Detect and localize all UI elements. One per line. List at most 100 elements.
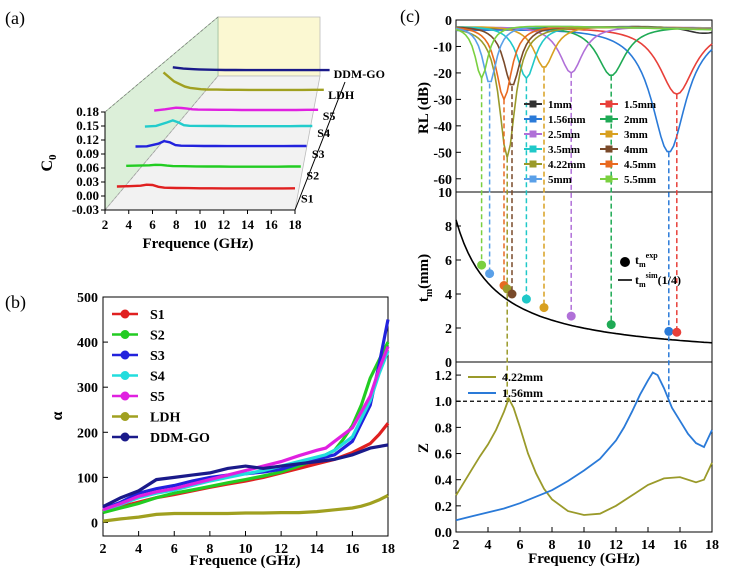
c-rl-y-tick-label: -10	[433, 40, 452, 55]
b-x-tick-label: 12	[274, 542, 288, 557]
a-x-tick-label: 8	[173, 217, 180, 232]
c-rl-y-label: RL (dB)	[416, 82, 432, 134]
c-legend-marker	[605, 160, 613, 168]
a-series-line-s2	[126, 163, 301, 168]
b-series-line-ddm-go	[102, 443, 389, 509]
c-rl-y-tick-label: -40	[433, 120, 452, 135]
c-x-tick-label: 4	[485, 538, 492, 553]
c-tm-legend-suffix: (1/4)	[658, 273, 681, 287]
c-tm-point	[507, 289, 517, 299]
c-legend-label: 3mm	[624, 129, 648, 141]
b-series-line-ldh	[102, 493, 389, 523]
c-legend-label: 3.5mm	[548, 144, 580, 156]
a-y-tick-label: 0.15	[76, 118, 99, 133]
a-depth-label-s2: S2	[306, 169, 319, 183]
3d-back-wall	[217, 16, 321, 77]
a-x-label: Frequence (GHz)	[143, 236, 254, 252]
a-depth-label-s3: S3	[312, 147, 325, 161]
a-y-tick-label: 0.18	[76, 104, 99, 119]
panel-c: (c) 0-10-20-30-40-50-6002468100.00.20.40…	[400, 6, 719, 567]
b-legend-label-s3: S3	[150, 349, 165, 364]
c-tm-legend-sup: sim	[646, 271, 658, 280]
b-legend-label-s2: S2	[150, 329, 165, 344]
c-x-tick-label: 10	[577, 538, 591, 553]
c-z-group	[455, 371, 713, 522]
c-legend-marker	[529, 145, 537, 153]
b-legend-marker	[120, 432, 130, 442]
c-z-y-tick-label: 1.0	[435, 395, 453, 410]
c-legend-marker	[529, 130, 537, 138]
b-legend-label-s4: S4	[150, 370, 165, 385]
a-y-ticks: -0.030.000.030.060.090.120.150.18	[72, 104, 105, 217]
b-y-label: α	[49, 411, 66, 420]
b-legend-label-ddm-go: DDM-GO	[150, 431, 210, 446]
b-y-tick-label: 500	[77, 291, 98, 306]
c-z-y-label: Z	[416, 443, 432, 453]
c-rl-y-tick-label: -60	[433, 173, 452, 188]
b-x-tick-label: 8	[206, 542, 213, 557]
c-rl-line-5_5mm	[455, 25, 712, 81]
b-legend-marker	[120, 412, 130, 421]
c-z-y-tick-label: 0.2	[435, 500, 453, 515]
b-y-tick-label: 300	[77, 381, 98, 396]
c-tm-y-tick-label: 0	[445, 356, 452, 371]
c-tm-y-tick-label: 2	[445, 322, 452, 337]
a-series-line-s5	[154, 106, 319, 112]
c-legend-label: 2mm	[624, 114, 648, 126]
b-series-line-s2	[102, 341, 390, 515]
c-legend-marker	[529, 175, 537, 183]
panel-label-a: (a)	[5, 8, 25, 29]
a-series-line-s1	[116, 183, 296, 190]
a-depth-label-s5: S5	[323, 109, 336, 123]
c-legend: 1mm 1.5mm 1.56mm 2mm 2.5mm 3mm 3.5mm 4mm 4.22mm 4…	[468, 99, 681, 400]
c-legend-marker	[605, 100, 613, 108]
c-legend-label: 1mm	[548, 99, 572, 111]
c-z-legend-label: 4.22mm	[502, 370, 543, 384]
c-z-y-tick-label: 0.6	[435, 448, 453, 463]
c-rl-y-tick-label: -50	[433, 146, 452, 161]
b-series-line-s5	[102, 346, 390, 512]
c-z-legend-label: 1.56mm	[502, 386, 543, 400]
c-rl-y-tick-label: 0	[445, 14, 452, 29]
c-x-tick-label: 8	[549, 538, 556, 553]
a-series-line-s4	[144, 119, 313, 128]
c-z-y-tick-label: 0.4	[435, 474, 453, 489]
c-tm-point	[539, 303, 549, 313]
c-tm-point	[606, 320, 616, 330]
c-x-tick-label: 18	[705, 538, 719, 553]
b-legend-label-ldh: LDH	[150, 411, 180, 426]
a-y-tick-label: 0.06	[76, 160, 99, 175]
c-ticks: 0 -10 -20 -30 -40 -50 -60 0 2 4 6 8 10 0.0 0.2 0.4 0.6 0.…	[433, 14, 719, 553]
c-legend-label: 5.5mm	[624, 174, 656, 186]
b-x-tick-label: 18	[381, 542, 395, 557]
c-legend-label: 1.5mm	[624, 99, 656, 111]
c-dashed-guides	[480, 67, 678, 402]
c-z-y-tick-label: 0.0	[435, 526, 453, 541]
c-tm-y-tick-label: 10	[438, 186, 452, 201]
c-legend-marker	[605, 145, 613, 153]
c-z-y-tick-label: 1.2	[435, 369, 453, 384]
a-x-tick-label: 4	[126, 217, 133, 232]
c-z-line-4_22mm	[455, 396, 713, 516]
b-legend-marker	[120, 309, 130, 319]
a-series-group	[116, 66, 330, 190]
c-legend-label: 4mm	[624, 144, 648, 156]
c-legend-label: 4.5mm	[624, 159, 656, 171]
c-tm-point	[672, 327, 682, 337]
c-tm-legend-marker	[620, 257, 630, 267]
c-tm-legend-label: tmexp	[635, 251, 658, 269]
c-x-label: Frequency (GHz)	[528, 551, 640, 567]
b-x-tick-label: 4	[135, 542, 142, 557]
a-depth-label-ddm-go: DDM-GO	[334, 67, 385, 81]
c-tm-legend-sub: m	[639, 260, 646, 269]
a-depth-label-s1: S1	[301, 191, 314, 205]
c-x-tick-label: 12	[609, 538, 623, 553]
b-x-tick-label: 14	[310, 542, 324, 557]
b-legend-label-s1: S1	[150, 308, 165, 323]
c-legend-marker	[529, 160, 537, 168]
a-x-tick-label: 10	[194, 217, 207, 232]
c-tm-y-label: tm(mm)	[416, 254, 435, 302]
a-y-tick-label: 0.00	[76, 188, 99, 203]
a-series-line-ddm-go	[172, 66, 330, 72]
